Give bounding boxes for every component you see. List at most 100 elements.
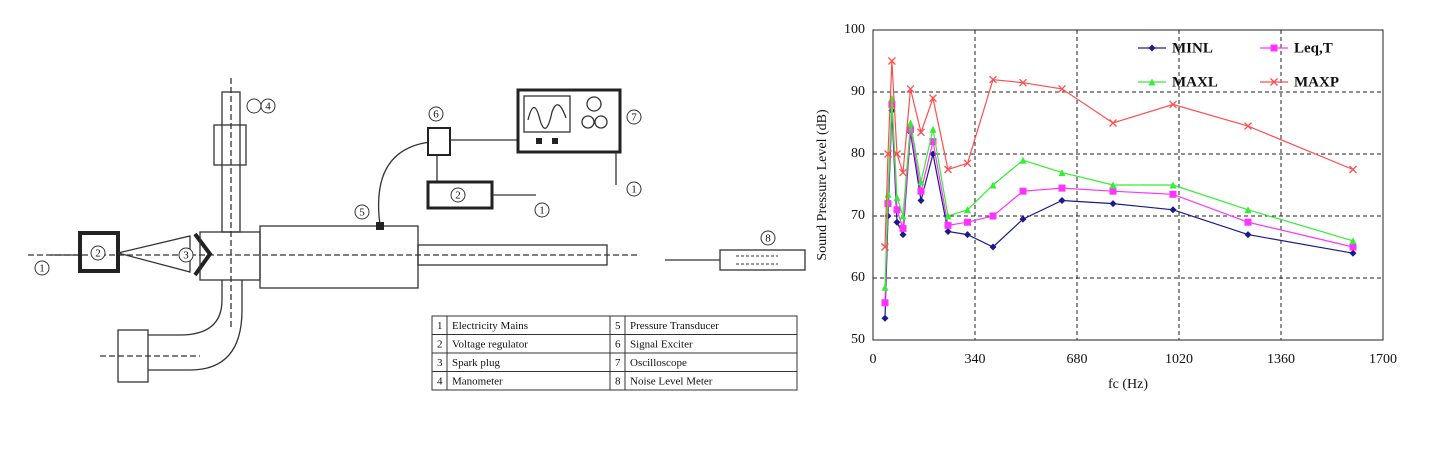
marker [929, 138, 937, 146]
marker [1019, 78, 1027, 87]
knob [586, 96, 602, 112]
cylinder [259, 225, 419, 289]
oscilloscope [516, 88, 622, 154]
marker [917, 197, 925, 204]
marker [989, 212, 997, 220]
marker [929, 94, 937, 103]
marker [1244, 122, 1252, 131]
callout-circle [34, 260, 50, 276]
marker [1019, 187, 1027, 195]
callout-label: 2 [95, 248, 101, 260]
series-line [884, 104, 1354, 303]
marker [1058, 169, 1066, 177]
marker [1349, 237, 1357, 245]
cable [377, 141, 431, 226]
marker [884, 190, 892, 198]
marker [906, 84, 915, 93]
x-tick-label: 1360 [1267, 352, 1295, 367]
callout-circle [354, 204, 370, 220]
legend-marker [1270, 78, 1278, 86]
marker [964, 231, 971, 239]
callout-label: 5 [359, 207, 365, 219]
marker [1169, 100, 1177, 109]
series-line [884, 110, 1354, 319]
table-cell: 4 [437, 375, 443, 387]
marker [964, 206, 971, 214]
table-cell: 8 [615, 375, 621, 387]
legend-label: MINL [1172, 40, 1213, 56]
table-cell: Signal Exciter [630, 338, 693, 350]
marker [1058, 84, 1066, 93]
marker [1109, 119, 1117, 127]
marker [1349, 249, 1357, 257]
transducer [376, 222, 384, 230]
table-cell: 3 [437, 357, 443, 369]
callout-label: 2 [455, 190, 461, 202]
callout-label: 6 [433, 109, 439, 121]
marker [1244, 231, 1252, 239]
knob [594, 115, 608, 129]
exciter-box [427, 127, 451, 156]
marker [944, 228, 952, 235]
marker [917, 187, 925, 195]
table-cell: Pressure Transducer [630, 320, 719, 332]
marker [1169, 206, 1177, 214]
noise-meter [719, 249, 806, 271]
marker [989, 181, 997, 189]
y-tick-label: 100 [844, 22, 865, 37]
marker [963, 159, 972, 168]
legend-label: MAXL [1172, 74, 1218, 90]
regulator-box [78, 231, 120, 273]
knob [581, 115, 595, 129]
callout-circle [428, 106, 444, 122]
marker [1169, 181, 1177, 189]
marker [1058, 197, 1066, 204]
marker [881, 299, 889, 307]
table-cell: Oscilloscope [630, 357, 687, 369]
callout-circle [246, 98, 262, 114]
x-tick-label: 340 [965, 352, 986, 367]
table-cell: 7 [615, 357, 621, 369]
marker [1349, 165, 1357, 174]
marker [899, 224, 907, 232]
table-cell: Electricity Mains [452, 320, 528, 332]
table-cell: Spark plug [452, 357, 500, 369]
marker [893, 193, 901, 201]
x-tick-label: 680 [1067, 352, 1088, 367]
y-tick-label: 80 [851, 146, 865, 161]
x-tick-label: 0 [870, 352, 877, 367]
table-cell: 5 [615, 320, 621, 332]
button [536, 138, 542, 144]
marker [893, 206, 901, 214]
callout-label: 8 [765, 233, 771, 245]
marker [989, 243, 997, 251]
y-tick-label: 90 [851, 84, 865, 99]
marker [989, 75, 997, 84]
marker [881, 314, 889, 322]
legend-marker [1148, 44, 1156, 52]
apparatus-diagram: 1 2 3 4 5 6 7 2 1 1 8 1 Electricity Mains 5 Pressure … [28, 78, 806, 391]
marker [1244, 218, 1252, 226]
callout-circle [760, 230, 776, 246]
callout-circle [90, 245, 106, 261]
callout-label: 1 [539, 205, 545, 217]
marker [899, 231, 907, 239]
table-cell: 6 [615, 338, 621, 350]
marker [1058, 184, 1066, 192]
callout-label: 1 [39, 263, 45, 275]
callout-circle [626, 109, 642, 125]
marker [964, 218, 971, 226]
screen [523, 95, 571, 133]
callout-label: 3 [183, 250, 189, 262]
exhaust-pipe [417, 244, 608, 266]
marker [893, 150, 901, 158]
callout-label: 1 [631, 184, 637, 196]
marker [917, 178, 925, 186]
legend-marker [1270, 44, 1278, 52]
marker [899, 168, 907, 177]
callout-circle [534, 202, 550, 218]
button [552, 138, 558, 144]
marker [944, 212, 952, 220]
chart: 50 60 70 80 90 100 0 340 680 1020 1360 1700 fc (Hz) S… [815, 22, 1397, 392]
